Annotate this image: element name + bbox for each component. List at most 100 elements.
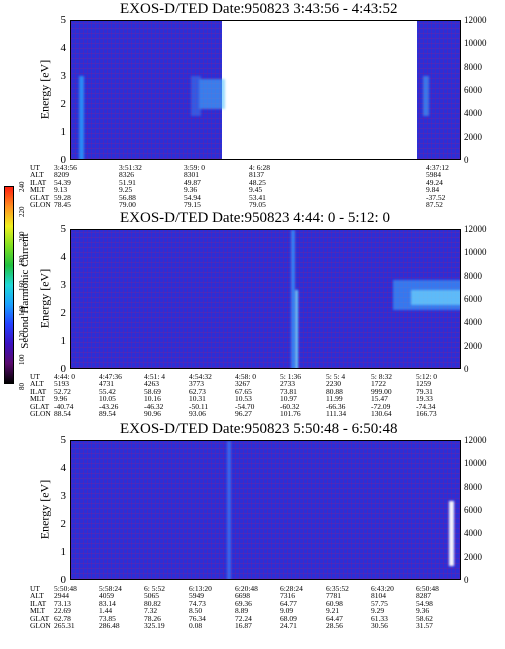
y-tick-label: 4 bbox=[60, 462, 67, 474]
spectrogram-feature bbox=[423, 76, 429, 116]
table-cell: 4:51: 4 bbox=[144, 372, 166, 381]
y-axis-label: Energy [eV] bbox=[37, 479, 52, 540]
y-tick-label: 1 bbox=[60, 335, 67, 347]
table-cell: 58.62 bbox=[416, 613, 433, 623]
y-tick-label: 3 bbox=[60, 279, 67, 291]
table-cell: 8.89 bbox=[235, 606, 249, 616]
row-label: MLT bbox=[30, 606, 46, 616]
y-tick-label: 1 bbox=[60, 546, 67, 558]
table-cell: 9.36 bbox=[184, 185, 198, 195]
table-cell: 15.47 bbox=[371, 394, 388, 404]
y2-tick-label: 2000 bbox=[464, 131, 482, 142]
table-cell: 9.96 bbox=[54, 394, 68, 404]
row-label: MLT bbox=[30, 185, 46, 195]
table-cell: 5:58:24 bbox=[99, 584, 122, 593]
table-cell: 62.73 bbox=[189, 386, 206, 396]
table-cell: 11.99 bbox=[326, 394, 343, 404]
table-cell: 6:50:48 bbox=[416, 584, 439, 593]
row-label: ALT bbox=[30, 170, 44, 180]
y-tick-label: 4 bbox=[60, 42, 67, 54]
table-cell: 166.73 bbox=[416, 409, 437, 418]
y-tick-label: 1 bbox=[60, 126, 67, 138]
table-cell: 9.36 bbox=[416, 606, 430, 616]
y2-tick-label: 2000 bbox=[464, 551, 482, 562]
table-cell: -50.11 bbox=[189, 401, 209, 411]
row-label: ILAT bbox=[30, 598, 47, 608]
table-cell: 54.39 bbox=[54, 177, 71, 187]
y2-tick-label: 0 bbox=[464, 155, 469, 165]
table-cell: 96.27 bbox=[235, 409, 252, 418]
table-cell: 79.05 bbox=[249, 200, 266, 209]
table-cell: 19.33 bbox=[416, 394, 433, 404]
y2-tick-label: 6000 bbox=[464, 505, 482, 515]
colorbar-tick-label: 240 bbox=[18, 181, 26, 193]
table-cell: 73.13 bbox=[54, 598, 71, 608]
y2-tick-label: 6000 bbox=[464, 294, 482, 304]
table-cell: 8301 bbox=[184, 170, 199, 180]
panel-title: EXOS-D/TED Date:950823 4:44: 0 - 5:12: 0 bbox=[120, 210, 390, 226]
table-cell: 10.53 bbox=[235, 394, 252, 404]
y2-tick-label: 12000 bbox=[464, 435, 487, 445]
spectrogram-feature bbox=[411, 290, 460, 305]
y-tick-label: 5 bbox=[60, 223, 67, 235]
colorbar-tick-label: 200 bbox=[18, 231, 26, 242]
y2-tick-label: 4000 bbox=[464, 108, 482, 119]
row-label: UT bbox=[30, 163, 40, 172]
colorbar bbox=[4, 186, 14, 384]
table-cell: 59.28 bbox=[54, 192, 71, 202]
table-cell: -54.70 bbox=[235, 401, 255, 411]
row-label: ALT bbox=[30, 591, 44, 601]
y2-tick-label: 10000 bbox=[464, 38, 487, 49]
table-cell: 10.16 bbox=[144, 394, 161, 404]
table-cell: 9.84 bbox=[426, 185, 440, 195]
table-cell: 93.06 bbox=[189, 409, 206, 418]
table-cell: 79.00 bbox=[119, 200, 136, 209]
table-cell: 60.98 bbox=[326, 598, 343, 608]
row-label: GLAT bbox=[30, 192, 50, 202]
table-cell: 0.08 bbox=[189, 621, 203, 630]
table-cell: 5065 bbox=[144, 591, 159, 601]
y-tick-label: 5 bbox=[60, 434, 67, 446]
table-cell: 7316 bbox=[280, 591, 295, 601]
table-cell: 8104 bbox=[371, 591, 386, 601]
table-cell: -74.34 bbox=[416, 401, 436, 411]
y-tick-label: 3 bbox=[60, 70, 67, 82]
data-gap bbox=[222, 21, 417, 159]
table-cell: 78.26 bbox=[144, 613, 161, 623]
y-axis-label: Energy [eV] bbox=[37, 268, 52, 329]
table-cell: 3267 bbox=[235, 379, 250, 389]
table-cell: 56.88 bbox=[119, 192, 136, 202]
y2-tick-label: 8000 bbox=[464, 61, 482, 72]
table-cell: 61.33 bbox=[371, 613, 388, 623]
table-cell: 72.24 bbox=[235, 613, 252, 623]
table-cell: 4731 bbox=[99, 379, 114, 389]
table-cell: 52.72 bbox=[54, 386, 71, 396]
y-tick-label: 5 bbox=[60, 14, 67, 26]
table-cell: 3:59: 0 bbox=[184, 163, 206, 172]
table-cell: 5949 bbox=[189, 591, 204, 601]
row-label: GLON bbox=[30, 409, 51, 418]
y2-tick-label: 12000 bbox=[464, 224, 487, 234]
table-cell: 5: 8:32 bbox=[371, 372, 393, 381]
y2-tick-label: 0 bbox=[464, 575, 469, 585]
table-cell: 9.13 bbox=[54, 185, 68, 195]
table-cell: 5:50:48 bbox=[54, 584, 77, 593]
table-cell: 76.34 bbox=[189, 613, 206, 623]
table-cell: 89.54 bbox=[99, 409, 116, 418]
table-cell: 5984 bbox=[426, 170, 441, 180]
table-cell: 83.14 bbox=[99, 598, 116, 608]
colorbar-tick-label: 160 bbox=[18, 280, 26, 292]
spectrogram-feature bbox=[295, 290, 298, 368]
table-cell: 101.76 bbox=[280, 409, 301, 418]
table-cell: 265.31 bbox=[54, 621, 75, 630]
table-cell: 9.09 bbox=[280, 606, 294, 616]
table-cell: 6: 5:52 bbox=[144, 584, 166, 593]
colorbar-tick-label: 220 bbox=[18, 206, 26, 217]
colorbar-tick-label: 120 bbox=[18, 330, 26, 341]
table-cell: 16.87 bbox=[235, 621, 252, 630]
table-cell: 79.31 bbox=[416, 386, 433, 396]
y-tick-label: 2 bbox=[60, 518, 67, 530]
table-cell: 1.44 bbox=[99, 606, 113, 616]
table-cell: 4:58: 0 bbox=[235, 372, 257, 381]
y-axis-label: Energy [eV] bbox=[37, 59, 52, 120]
